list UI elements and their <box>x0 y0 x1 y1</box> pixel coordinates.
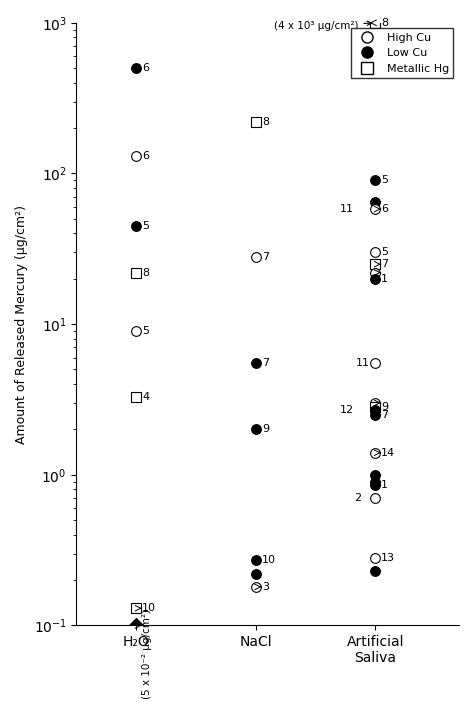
Text: 13: 13 <box>381 553 395 563</box>
Text: 6: 6 <box>381 204 388 214</box>
Text: 7: 7 <box>381 259 388 269</box>
Text: 11: 11 <box>340 204 354 214</box>
Text: 5: 5 <box>142 326 149 336</box>
Text: 3: 3 <box>262 582 269 592</box>
Text: 9: 9 <box>381 402 388 412</box>
Text: 8: 8 <box>381 18 388 28</box>
Text: 8: 8 <box>142 267 149 277</box>
Text: 9: 9 <box>262 424 269 434</box>
Text: 12: 12 <box>340 405 354 415</box>
Text: 5: 5 <box>381 176 388 186</box>
Text: 11: 11 <box>356 358 369 368</box>
Text: 7: 7 <box>262 358 269 368</box>
Text: 5: 5 <box>142 220 149 230</box>
Text: 14: 14 <box>381 448 395 458</box>
Text: 2: 2 <box>354 493 361 503</box>
Text: 7: 7 <box>381 410 388 419</box>
Legend: High Cu, Low Cu, Metallic Hg: High Cu, Low Cu, Metallic Hg <box>351 28 454 78</box>
Text: 10: 10 <box>262 555 276 565</box>
Text: 6: 6 <box>142 63 149 73</box>
Text: 1: 1 <box>381 481 388 491</box>
Text: 8: 8 <box>262 117 269 127</box>
Text: 6: 6 <box>142 151 149 161</box>
Text: 1: 1 <box>381 274 388 284</box>
Text: (5 x 10⁻² μg/cm²): (5 x 10⁻² μg/cm²) <box>142 609 152 699</box>
Y-axis label: Amount of Released Mercury (μg/cm²): Amount of Released Mercury (μg/cm²) <box>15 205 28 444</box>
Text: 10: 10 <box>142 603 156 613</box>
Text: (4 x 10³ μg/cm²): (4 x 10³ μg/cm²) <box>273 21 371 31</box>
Text: 7: 7 <box>262 252 269 262</box>
Text: 4: 4 <box>142 392 149 402</box>
Text: 5: 5 <box>381 247 388 257</box>
